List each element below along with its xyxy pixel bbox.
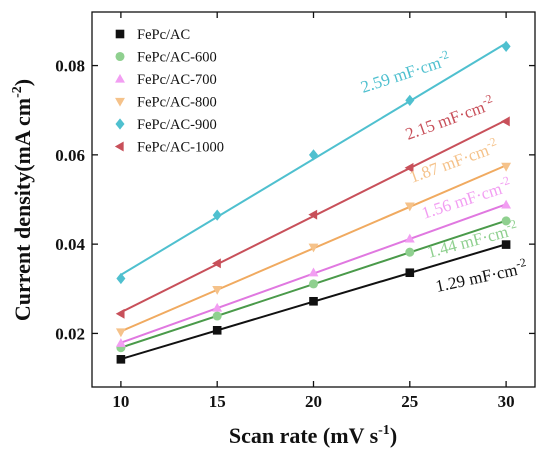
x-axis-title: Scan rate (mV s-1) bbox=[229, 423, 397, 448]
data-point bbox=[308, 243, 319, 253]
data-point bbox=[405, 247, 415, 257]
data-point bbox=[212, 286, 223, 295]
legend-marker bbox=[115, 51, 125, 62]
data-point bbox=[404, 162, 414, 173]
data-point bbox=[212, 209, 222, 221]
data-point bbox=[212, 258, 221, 269]
axis-ticks: 10 15 20 25 30 0.02 0.04 0.06 0.08 bbox=[55, 12, 535, 411]
legend-marker bbox=[115, 29, 125, 39]
legend-marker bbox=[114, 141, 124, 152]
data-point bbox=[405, 268, 415, 278]
data-point bbox=[116, 272, 126, 285]
y-tick-label: 0.08 bbox=[55, 57, 85, 76]
legend-label: FePc/AC-900 bbox=[137, 117, 217, 133]
data-point bbox=[212, 311, 222, 321]
data-point bbox=[308, 209, 318, 220]
legend-marker bbox=[115, 73, 125, 83]
legend-marker bbox=[115, 118, 125, 130]
x-tick-label: 15 bbox=[209, 392, 226, 411]
data-point bbox=[115, 338, 126, 347]
legend-label: FePc/AC-600 bbox=[137, 50, 217, 66]
data-point bbox=[404, 202, 415, 212]
data-point bbox=[404, 233, 415, 243]
legend-label: FePc/AC-800 bbox=[137, 95, 217, 111]
data-point bbox=[212, 302, 223, 312]
data-point bbox=[308, 279, 319, 289]
legend-label: FePc/AC-700 bbox=[137, 72, 217, 88]
data-point bbox=[309, 296, 318, 306]
y-axis-title: Current density(mA cm-2) bbox=[10, 79, 35, 321]
data-point bbox=[500, 116, 510, 127]
y-tick-label: 0.06 bbox=[55, 146, 85, 165]
data-markers bbox=[115, 40, 512, 364]
data-point bbox=[308, 267, 319, 277]
data-point bbox=[501, 216, 511, 226]
legend-label: FePc/AC bbox=[137, 27, 190, 43]
data-point bbox=[501, 199, 512, 209]
legend-marker bbox=[115, 97, 125, 107]
y-tick-label: 0.02 bbox=[55, 324, 85, 343]
data-point bbox=[212, 326, 222, 335]
data-point bbox=[501, 162, 512, 172]
data-point bbox=[501, 40, 511, 52]
x-tick-label: 30 bbox=[498, 392, 515, 411]
legend-label: FePc/AC-1000 bbox=[137, 140, 224, 156]
data-point bbox=[115, 328, 126, 338]
data-point bbox=[115, 308, 125, 319]
data-point bbox=[308, 149, 319, 161]
data-point bbox=[116, 355, 126, 364]
data-point bbox=[405, 94, 415, 106]
data-point bbox=[501, 240, 511, 249]
y-tick-label: 0.04 bbox=[55, 235, 85, 254]
x-tick-label: 20 bbox=[305, 392, 322, 411]
x-tick-label: 25 bbox=[401, 392, 418, 411]
x-tick-label: 10 bbox=[112, 392, 129, 411]
legend: FePc/AC FePc/AC-600 FePc/AC-700 FePc/AC-800… bbox=[114, 27, 224, 156]
